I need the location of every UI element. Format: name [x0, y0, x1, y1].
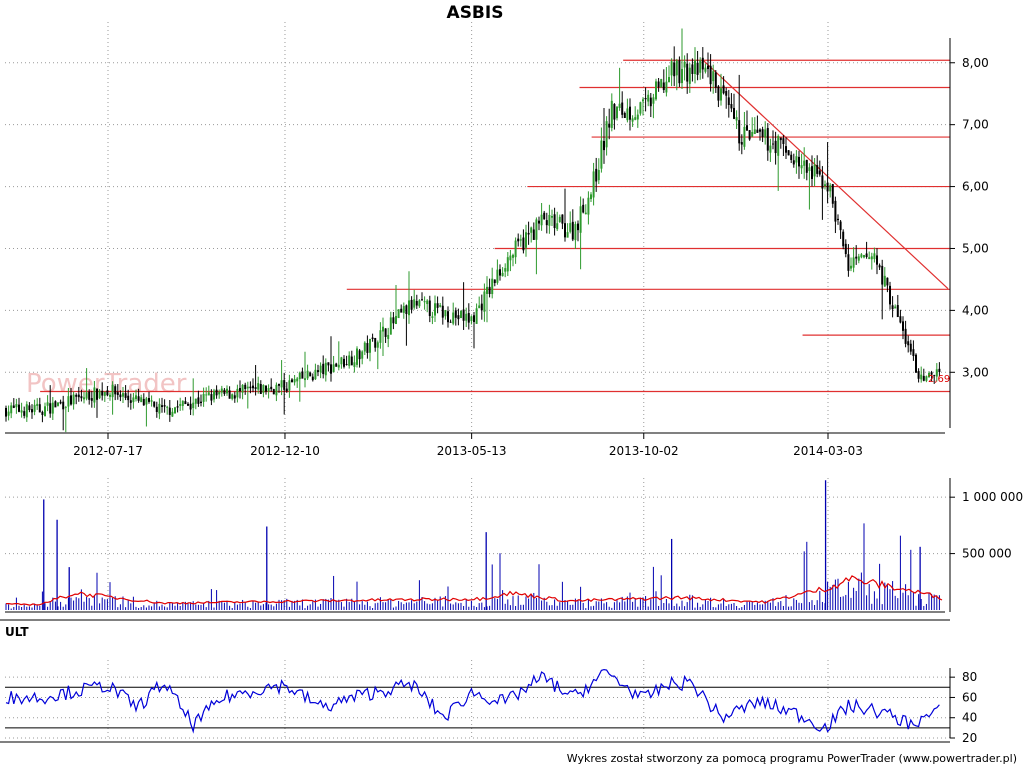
price-y-tick-label: 5,00 [962, 241, 989, 255]
date-x-ticks: 2012-07-17 2012-12-10 2013-05-13 2013-10-02… [73, 433, 863, 458]
volume-grid [5, 478, 950, 610]
chart-title: ASBIS [447, 3, 504, 23]
level-label-2-69: 2,69 [928, 374, 950, 385]
downtrend-line [702, 59, 949, 290]
ult-reference-lines [5, 686, 950, 729]
date-x-tick-label: 2013-05-13 [437, 444, 507, 458]
price-y-tick-label: 3,00 [962, 365, 989, 379]
ult-series-line [5, 668, 940, 734]
price-y-tick-label: 4,00 [962, 303, 989, 317]
ult-y-tick-label: 20 [962, 731, 977, 745]
price-y-tick-label: 8,00 [962, 56, 989, 70]
volume-panel: 500 000 1 000 000 [5, 478, 1023, 613]
date-x-tick-label: 2012-07-17 [73, 444, 143, 458]
ult-y-tick-label: 40 [962, 711, 977, 725]
ult-title: ULT [5, 625, 29, 639]
volume-y-ticks: 500 000 1 000 000 [950, 490, 1023, 561]
price-y-tick-label: 7,00 [962, 118, 989, 132]
volume-average-line [6, 575, 943, 606]
date-x-tick-label: 2012-12-10 [250, 444, 320, 458]
date-x-tick-label: 2014-03-03 [793, 444, 863, 458]
price-y-ticks: 3,00 4,00 5,00 6,00 7,00 8,00 [950, 56, 989, 379]
watermark: PowerTrader [26, 369, 187, 399]
price-y-tick-label: 6,00 [962, 180, 989, 194]
ult-y-tick-label: 80 [962, 670, 977, 684]
volume-y-tick-label: 1 000 000 [962, 490, 1023, 504]
volume-y-tick-label: 500 000 [962, 547, 1012, 561]
footer-credit: Wykres został stworzony za pomocą progra… [567, 752, 1017, 765]
ult-y-tick-label: 60 [962, 690, 977, 704]
price-panel: 3,004,005,006,007,008,00 2012-07-17 2012-… [5, 22, 989, 458]
price-candles [5, 28, 941, 433]
date-x-tick-label: 2013-10-02 [609, 444, 679, 458]
ult-y-ticks: 20 40 60 80 [950, 670, 977, 745]
ult-grid [5, 660, 950, 739]
ult-panel: ULT 20 40 60 80 [0, 619, 977, 745]
